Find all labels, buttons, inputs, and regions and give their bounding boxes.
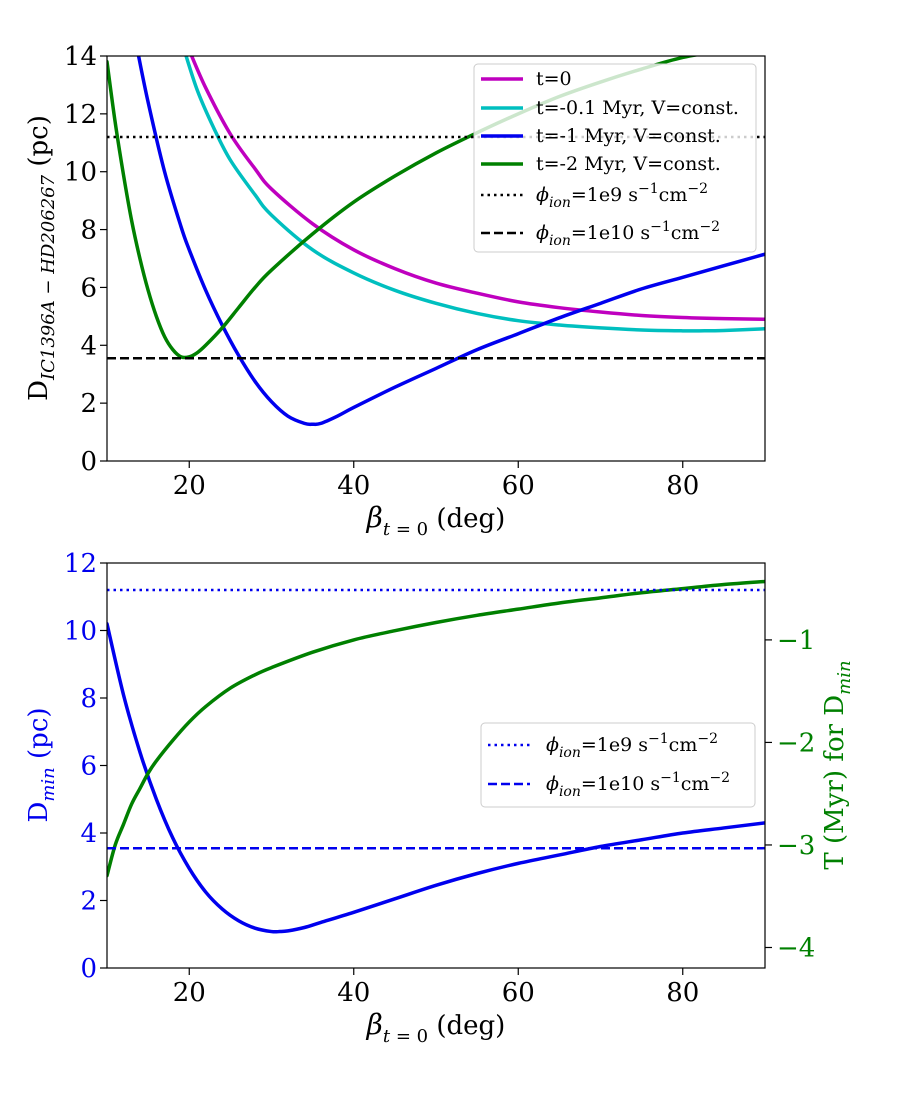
top-y-tick-label: 0 — [80, 447, 97, 477]
legend-label-1e9: ϕion=1e9 s−1cm−2 — [536, 181, 708, 211]
bottom-y-axis-label-left: Dmin (pc) — [24, 707, 59, 822]
bottom-y-right-tick-label: −1 — [777, 626, 815, 656]
bottom-y-right-tick-label: −2 — [777, 728, 815, 758]
bottom-x-tick-label: 40 — [337, 978, 370, 1008]
bottom-y-tick-label: 4 — [80, 819, 97, 849]
bottom-legend: ϕion=1e9 s−1cm−2 ϕion=1e10 s−1cm−2 — [480, 722, 756, 808]
top-x-tick-label: 40 — [337, 471, 370, 501]
bottom-x-tick-label: 60 — [502, 978, 535, 1008]
top-x-axis-label: βt = 0 (deg) — [366, 501, 506, 540]
top-x-tick-label: 60 — [502, 471, 535, 501]
bottom-y-axis-label-right: T (Myr) for Dmin — [820, 660, 855, 869]
top-series-line-2 — [136, 56, 765, 427]
bottom-legend-box — [480, 722, 756, 808]
bottom-y-right-tick-label: −4 — [777, 933, 815, 963]
top-series-line-0 — [189, 56, 765, 321]
top-x-tick-label: 20 — [173, 471, 206, 501]
legend-label-t-2: t=-2 Myr, V=const. — [536, 153, 721, 175]
legend-label-t-1: t=-1 Myr, V=const. — [536, 125, 721, 147]
bottom-panel: 20 40 60 80 0 2 4 6 8 10 12 −4 −3 −2 −1 βt = 0 (deg) D… — [24, 549, 855, 1047]
bottom-plot-lines — [107, 579, 765, 934]
bottom-y-right-tick-label: −3 — [777, 831, 815, 861]
bottom-y-tick-label: 2 — [80, 887, 97, 917]
top-plot-frame — [106, 55, 766, 462]
bottom-y-tick-label: 0 — [80, 954, 97, 984]
top-y-tick-label: 6 — [80, 273, 97, 303]
bottom-series-line-1 — [107, 579, 765, 878]
top-y-tick-label: 4 — [80, 331, 97, 361]
top-y-tick-label: 8 — [80, 216, 97, 246]
top-panel: 20 40 60 80 0 2 4 6 8 10 12 14 βt = 0 (deg) DIC1396… — [24, 42, 766, 540]
legend-label-bottom-1e9: ϕion=1e9 s−1cm−2 — [546, 731, 718, 761]
bottom-x-tick-label: 20 — [173, 978, 206, 1008]
bottom-y-tick-label: 12 — [64, 549, 97, 579]
legend-label-bottom-1e10: ϕion=1e10 s−1cm−2 — [546, 770, 730, 800]
top-y-tick-label: 10 — [64, 158, 97, 188]
top-legend: t=0 t=-0.1 Myr, V=const. t=-1 Myr, V=con… — [473, 63, 757, 253]
top-y-axis-label: DIC1396A − HD206267 (pc) — [24, 115, 59, 401]
bottom-y-tick-label: 8 — [80, 684, 97, 714]
top-x-tick-label: 80 — [666, 471, 699, 501]
legend-label-1e10: ϕion=1e10 s−1cm−2 — [536, 219, 720, 249]
bottom-axis-ticks: 20 40 60 80 0 2 4 6 8 10 12 −4 −3 −2 −1 — [64, 549, 815, 1008]
legend-label-t0: t=0 — [536, 68, 572, 90]
bottom-y-tick-label: 10 — [64, 617, 97, 647]
top-legend-box — [473, 63, 757, 253]
top-y-tick-label: 14 — [64, 42, 97, 72]
legend-label-t-0.1: t=-0.1 Myr, V=const. — [536, 97, 739, 119]
bottom-y-tick-label: 6 — [80, 752, 97, 782]
top-y-tick-label: 2 — [80, 389, 97, 419]
top-series-line-1 — [184, 56, 765, 333]
bottom-x-axis-label: βt = 0 (deg) — [366, 1008, 506, 1047]
top-y-tick-label: 12 — [64, 100, 97, 130]
bottom-x-tick-label: 80 — [666, 978, 699, 1008]
top-axis-ticks: 20 40 60 80 0 2 4 6 8 10 12 14 — [64, 42, 699, 501]
